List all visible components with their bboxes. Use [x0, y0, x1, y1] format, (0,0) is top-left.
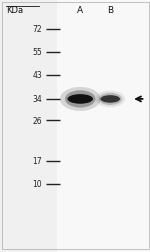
Ellipse shape: [68, 95, 93, 104]
Text: 72: 72: [32, 25, 42, 34]
Ellipse shape: [100, 96, 120, 103]
Ellipse shape: [99, 93, 122, 106]
Text: A: A: [77, 6, 83, 15]
Text: 10: 10: [32, 179, 42, 188]
Ellipse shape: [96, 91, 125, 108]
Ellipse shape: [65, 91, 96, 108]
Text: KDa: KDa: [6, 6, 23, 15]
Text: 55: 55: [32, 48, 42, 57]
Ellipse shape: [60, 87, 101, 112]
Text: 43: 43: [32, 71, 42, 80]
FancyBboxPatch shape: [57, 0, 150, 252]
Text: 26: 26: [32, 116, 42, 125]
Text: 17: 17: [32, 157, 42, 166]
Text: B: B: [107, 6, 113, 15]
Text: 34: 34: [32, 95, 42, 104]
